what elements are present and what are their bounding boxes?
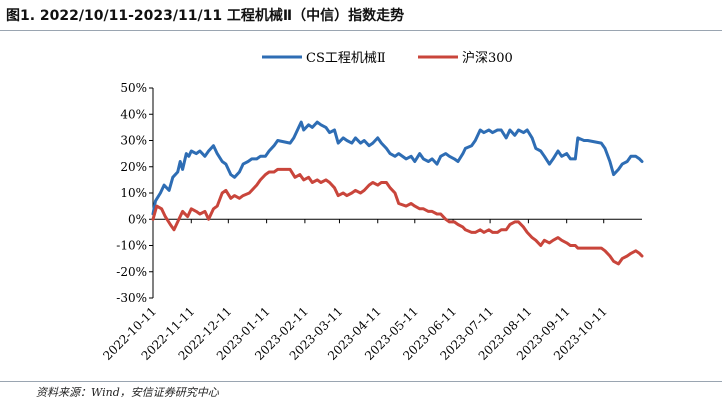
y-tick-label: -10% — [116, 239, 147, 253]
y-tick-label: -30% — [116, 291, 147, 305]
source-note: 资料来源：Wind，安信证券研究中心 — [36, 386, 219, 399]
y-tick-label: 10% — [120, 186, 147, 200]
legend-label: CS工程机械Ⅱ — [306, 51, 386, 66]
series-line-hs300 — [151, 167, 644, 266]
y-axis: -30% -20% -10% 0% 10% 20% 30% 40% 50% — [116, 81, 154, 305]
y-tick-label: 20% — [120, 160, 147, 174]
title-rule — [0, 30, 722, 31]
legend: CS工程机械Ⅱ 沪深300 — [262, 50, 513, 66]
source-rule — [0, 381, 722, 382]
y-tick-label: 40% — [120, 107, 147, 121]
y-tick-label: 50% — [120, 81, 147, 95]
series-line-cs-machinery — [151, 120, 644, 216]
y-tick-label: 0% — [128, 212, 147, 226]
y-tick-label: 30% — [120, 134, 147, 148]
plot-area — [151, 120, 644, 266]
line-chart: CS工程机械Ⅱ 沪深300 -30% -20% -10% 0% 10% 20% 30% 40% 5… — [100, 50, 644, 363]
legend-label: 沪深300 — [462, 50, 513, 66]
figure-title: 图1. 2022/10/11-2023/11/11 工程机械Ⅱ（中信）指数走势 — [6, 8, 405, 24]
y-tick-label: -20% — [116, 265, 147, 279]
